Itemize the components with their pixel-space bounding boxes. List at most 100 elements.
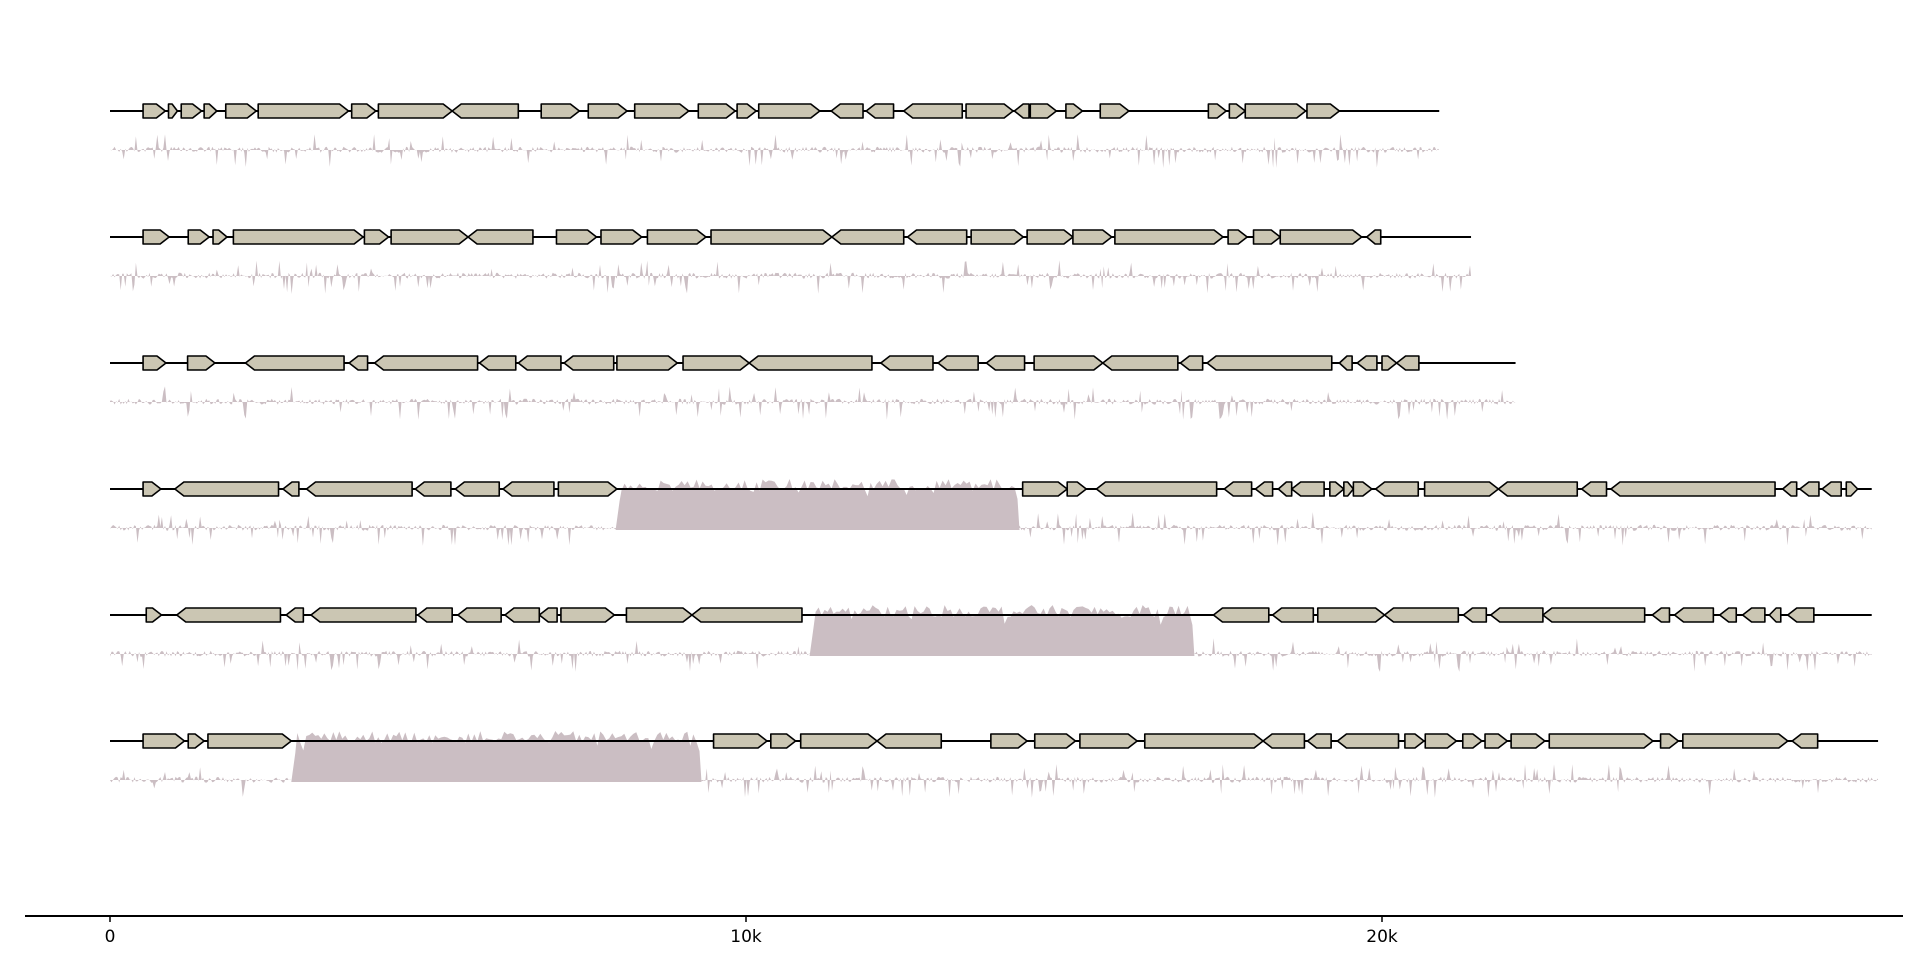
gene-arrow-3-14 bbox=[985, 355, 1026, 371]
gene-arrow-4-16 bbox=[1329, 481, 1345, 497]
gene-arrow-4-22 bbox=[1580, 481, 1608, 497]
gene-arrow-2-15 bbox=[1026, 229, 1074, 245]
record-5 bbox=[110, 605, 1872, 672]
record-1 bbox=[110, 103, 1440, 168]
gene-arrow-4-15 bbox=[1290, 481, 1325, 497]
gene-arrow-2-3 bbox=[212, 229, 228, 245]
gene-arrow-1-22 bbox=[1065, 103, 1084, 119]
gene-arrow-3-12 bbox=[880, 355, 934, 371]
gene-arrow-2-21 bbox=[1365, 229, 1382, 245]
gene-arrow-6-7 bbox=[876, 733, 943, 749]
gene-arrow-5-11 bbox=[691, 607, 803, 623]
gene-arrow-5-16 bbox=[1462, 607, 1488, 623]
gene-arrow-5-4 bbox=[310, 607, 417, 623]
gene-arrow-1-2 bbox=[167, 103, 179, 119]
gene-arrow-5-23 bbox=[1768, 607, 1782, 623]
gene-arrow-4-21 bbox=[1497, 481, 1579, 497]
gene-arrow-5-19 bbox=[1651, 607, 1671, 623]
gene-arrow-6-16 bbox=[1424, 733, 1458, 749]
gene-arrow-3-5 bbox=[373, 355, 479, 371]
gene-arrow-3-16 bbox=[1101, 355, 1179, 371]
gene-arrow-2-19 bbox=[1252, 229, 1282, 245]
gene-arrow-6-3 bbox=[207, 733, 293, 749]
gene-arrow-1-26 bbox=[1244, 103, 1307, 119]
gene-arrow-5-3 bbox=[285, 607, 305, 623]
gene-arrow-2-1 bbox=[142, 229, 170, 245]
gene-arrow-1-8 bbox=[377, 103, 453, 119]
gene-arrow-4-5 bbox=[414, 481, 452, 497]
gene-arrow-1-3 bbox=[180, 103, 203, 119]
gene-arrow-4-23 bbox=[1610, 481, 1776, 497]
gene-arrow-1-12 bbox=[633, 103, 690, 119]
gene-arrow-6-9 bbox=[1033, 733, 1077, 749]
gene-arrow-5-21 bbox=[1718, 607, 1738, 623]
gene-arrow-4-12 bbox=[1223, 481, 1253, 497]
gene-arrow-1-20 bbox=[1013, 103, 1030, 119]
gene-arrow-5-13 bbox=[1271, 607, 1315, 623]
gene-arrow-6-6 bbox=[799, 733, 878, 749]
gene-arrow-2-4 bbox=[232, 229, 364, 245]
gene-arrow-1-4 bbox=[203, 103, 218, 119]
gene-arrow-3-9 bbox=[616, 355, 679, 371]
gene-arrow-4-17 bbox=[1343, 481, 1355, 497]
gene-arrow-3-19 bbox=[1338, 355, 1353, 371]
skew-track-1 bbox=[110, 134, 1440, 168]
gene-arrow-1-10 bbox=[540, 103, 581, 119]
gene-arrow-5-15 bbox=[1383, 607, 1460, 623]
gene-arrow-6-10 bbox=[1079, 733, 1138, 749]
gene-arrow-2-10 bbox=[646, 229, 707, 245]
gene-arrow-3-2 bbox=[186, 355, 216, 371]
gene-arrow-1-13 bbox=[697, 103, 736, 119]
gene-arrow-2-2 bbox=[187, 229, 211, 245]
gene-arrow-2-17 bbox=[1114, 229, 1224, 245]
gene-arrow-1-27 bbox=[1306, 103, 1341, 119]
gene-arrow-4-24 bbox=[1781, 481, 1798, 497]
gene-arrow-5-10 bbox=[625, 607, 693, 623]
gene-arrow-4-11 bbox=[1095, 481, 1218, 497]
gene-arrow-6-12 bbox=[1262, 733, 1306, 749]
gene-arrow-1-23 bbox=[1099, 103, 1130, 119]
insertion-block-4-1 bbox=[615, 479, 1020, 530]
gene-arrow-3-21 bbox=[1381, 355, 1398, 371]
gene-arrow-2-9 bbox=[600, 229, 643, 245]
gene-arrow-1-14 bbox=[736, 103, 757, 119]
gene-arrow-4-7 bbox=[502, 481, 555, 497]
gene-arrow-5-24 bbox=[1786, 607, 1815, 623]
gene-arrow-1-19 bbox=[965, 103, 1014, 119]
gene-arrow-4-6 bbox=[454, 481, 501, 497]
gene-arrow-5-7 bbox=[504, 607, 541, 623]
gene-arrow-4-9 bbox=[1021, 481, 1068, 497]
gene-arrow-4-18 bbox=[1352, 481, 1373, 497]
gene-arrow-2-7 bbox=[467, 229, 534, 245]
records-layer bbox=[110, 103, 1879, 798]
gene-arrow-4-26 bbox=[1821, 481, 1842, 497]
gene-arrow-6-2 bbox=[187, 733, 205, 749]
gene-arrow-3-13 bbox=[937, 355, 979, 371]
gene-arrow-4-10 bbox=[1066, 481, 1088, 497]
gene-arrow-5-17 bbox=[1489, 607, 1544, 623]
gene-arrow-4-25 bbox=[1799, 481, 1820, 497]
gene-arrow-1-7 bbox=[350, 103, 377, 119]
gene-arrow-2-16 bbox=[1072, 229, 1113, 245]
gene-arrow-2-8 bbox=[555, 229, 598, 245]
gene-arrow-6-13 bbox=[1306, 733, 1332, 749]
gene-arrow-6-14 bbox=[1336, 733, 1400, 749]
gene-arrow-3-1 bbox=[142, 355, 167, 371]
gene-arrow-6-1 bbox=[142, 733, 186, 749]
gene-arrow-5-12 bbox=[1212, 607, 1270, 623]
gene-arrow-6-11 bbox=[1143, 733, 1264, 749]
gene-arrow-5-2 bbox=[175, 607, 282, 623]
gene-arrow-3-15 bbox=[1033, 355, 1104, 371]
skew-track-2 bbox=[110, 260, 1471, 294]
gene-arrow-6-21 bbox=[1659, 733, 1680, 749]
gene-arrow-3-11 bbox=[748, 355, 873, 371]
gene-arrow-3-3 bbox=[244, 355, 345, 371]
record-3 bbox=[110, 355, 1516, 420]
gene-arrow-6-8 bbox=[990, 733, 1028, 749]
gene-arrow-3-6 bbox=[478, 355, 517, 371]
gene-arrow-6-23 bbox=[1791, 733, 1819, 749]
gene-arrow-3-18 bbox=[1206, 355, 1333, 371]
gene-arrow-3-20 bbox=[1356, 355, 1378, 371]
